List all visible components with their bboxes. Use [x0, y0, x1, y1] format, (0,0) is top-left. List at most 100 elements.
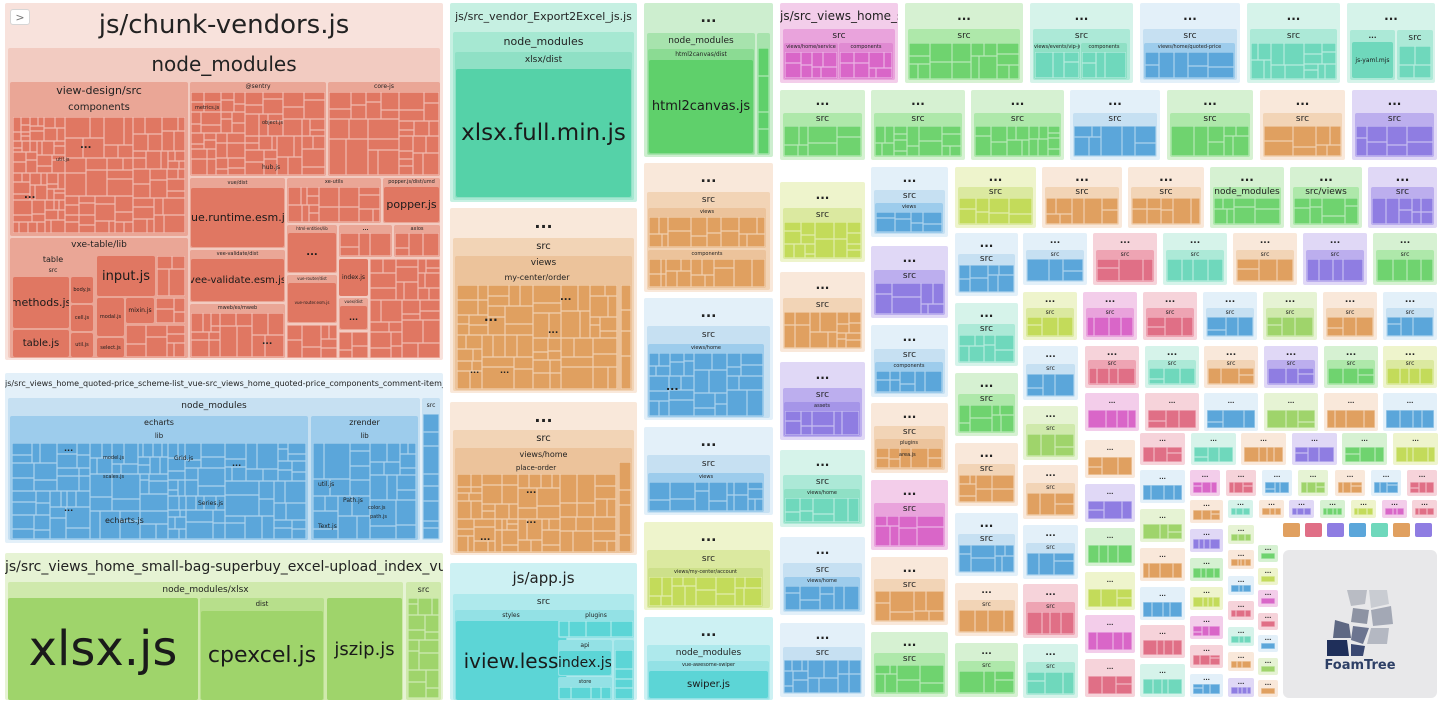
treemap-leaf[interactable] — [1343, 368, 1358, 384]
treemap-leaf[interactable] — [1393, 508, 1397, 515]
treemap-leaf[interactable] — [600, 331, 617, 338]
treemap-leaf[interactable]: select.js — [97, 338, 124, 357]
treemap-leaf[interactable] — [1327, 508, 1333, 515]
treemap-leaf[interactable] — [1063, 259, 1083, 271]
treemap-leaf[interactable] — [810, 312, 820, 332]
treemap-leaf[interactable] — [784, 325, 795, 348]
treemap-leaf[interactable] — [50, 518, 66, 539]
treemap-leaf[interactable] — [727, 353, 741, 367]
treemap-leaf[interactable] — [1038, 139, 1048, 156]
treemap-leaf[interactable] — [1330, 126, 1341, 145]
treemap-leaf[interactable] — [1346, 410, 1364, 428]
treemap-leaf[interactable] — [1193, 486, 1202, 493]
treemap-leaf[interactable] — [274, 528, 292, 539]
treemap-leaf[interactable] — [917, 527, 944, 546]
treemap-leaf[interactable]: ... — [340, 306, 367, 329]
treemap-leaf[interactable] — [727, 376, 739, 390]
treemap-leaf[interactable] — [549, 519, 560, 530]
treemap-leaf[interactable] — [1088, 632, 1097, 650]
treemap-leaf[interactable] — [478, 285, 488, 300]
treemap-leaf[interactable] — [162, 131, 174, 151]
treemap-leaf[interactable] — [287, 340, 302, 358]
treemap-leaf[interactable] — [1089, 368, 1097, 384]
treemap-leaf[interactable] — [1214, 198, 1223, 209]
treemap-leaf[interactable] — [79, 196, 95, 203]
treemap-leaf[interactable] — [1072, 198, 1084, 224]
treemap-leaf[interactable] — [900, 371, 915, 384]
treemap-leaf[interactable] — [757, 217, 765, 234]
treemap-leaf[interactable] — [34, 515, 50, 530]
treemap-leaf[interactable] — [1048, 149, 1060, 156]
treemap-leaf[interactable] — [574, 338, 593, 357]
treemap-leaf[interactable] — [747, 390, 763, 416]
treemap-leaf[interactable] — [228, 158, 245, 168]
treemap-leaf[interactable] — [149, 474, 168, 481]
treemap-leaf[interactable] — [391, 346, 402, 358]
treemap-leaf[interactable] — [263, 99, 283, 114]
treemap-leaf[interactable] — [1401, 317, 1413, 336]
treemap-leaf[interactable] — [1164, 485, 1174, 500]
treemap-leaf[interactable] — [1239, 585, 1243, 592]
treemap-leaf[interactable] — [1400, 368, 1409, 384]
treemap-leaf[interactable] — [57, 476, 79, 491]
treemap-leaf[interactable] — [875, 283, 892, 294]
treemap-leaf[interactable] — [399, 159, 413, 166]
treemap-leaf[interactable] — [488, 541, 495, 552]
treemap-leaf[interactable] — [975, 610, 988, 632]
treemap-leaf[interactable] — [1143, 640, 1157, 655]
treemap-leaf[interactable] — [1194, 126, 1208, 156]
treemap-leaf[interactable] — [264, 159, 277, 175]
treemap-leaf[interactable] — [292, 461, 306, 472]
treemap-leaf[interactable] — [399, 136, 413, 151]
treemap-leaf[interactable] — [1419, 508, 1427, 515]
treemap-leaf[interactable] — [1264, 60, 1271, 79]
treemap-leaf[interactable] — [495, 504, 509, 519]
treemap-leaf[interactable] — [1243, 508, 1250, 515]
treemap-leaf[interactable] — [65, 158, 86, 173]
treemap-leaf[interactable] — [758, 76, 769, 112]
treemap-leaf[interactable] — [175, 517, 186, 529]
treemap-leaf[interactable] — [1244, 410, 1255, 428]
treemap-leaf[interactable] — [691, 275, 705, 287]
treemap-leaf[interactable] — [1060, 214, 1072, 224]
treemap-leaf[interactable] — [1009, 198, 1032, 214]
treemap-leaf[interactable] — [54, 193, 65, 200]
treemap-leaf[interactable] — [370, 273, 396, 288]
treemap-leaf[interactable] — [1102, 198, 1118, 210]
treemap-leaf[interactable] — [1367, 508, 1373, 515]
treemap-leaf[interactable] — [785, 411, 801, 421]
treemap-leaf[interactable] — [351, 105, 366, 119]
treemap-leaf[interactable] — [79, 476, 90, 491]
treemap-leaf[interactable] — [975, 126, 991, 136]
treemap-leaf[interactable] — [1262, 508, 1270, 515]
treemap-leaf[interactable] — [1413, 447, 1428, 462]
treemap-leaf[interactable] — [793, 680, 808, 693]
treemap-leaf[interactable] — [849, 323, 861, 333]
treemap-leaf[interactable] — [1407, 447, 1413, 462]
treemap-leaf[interactable] — [1208, 126, 1224, 142]
treemap-leaf[interactable] — [1148, 421, 1166, 428]
treemap-leaf[interactable] — [58, 173, 65, 189]
treemap-leaf[interactable] — [133, 207, 154, 219]
treemap-leaf[interactable] — [1147, 327, 1165, 336]
treemap-leaf[interactable] — [213, 523, 225, 539]
treemap-leaf[interactable] — [1268, 368, 1286, 384]
treemap-leaf[interactable] — [707, 233, 721, 247]
treemap-leaf[interactable] — [278, 461, 292, 470]
treemap-leaf[interactable] — [1413, 410, 1422, 428]
treemap-leaf[interactable] — [133, 117, 145, 134]
treemap-leaf[interactable] — [198, 468, 225, 486]
treemap-leaf[interactable] — [495, 530, 502, 552]
treemap-leaf[interactable] — [541, 474, 552, 488]
treemap-leaf[interactable] — [227, 133, 245, 143]
treemap-leaf[interactable] — [997, 43, 1019, 54]
treemap-leaf[interactable] — [1422, 410, 1434, 428]
treemap-leaf[interactable] — [1042, 612, 1050, 634]
treemap-leaf[interactable] — [670, 362, 684, 376]
treemap-leaf[interactable] — [1161, 210, 1173, 224]
treemap-leaf[interactable] — [959, 545, 971, 554]
treemap-leaf[interactable] — [1364, 410, 1375, 428]
treemap-leaf[interactable] — [1214, 568, 1220, 578]
treemap-leaf[interactable] — [42, 141, 54, 155]
treemap-leaf[interactable] — [595, 474, 616, 486]
